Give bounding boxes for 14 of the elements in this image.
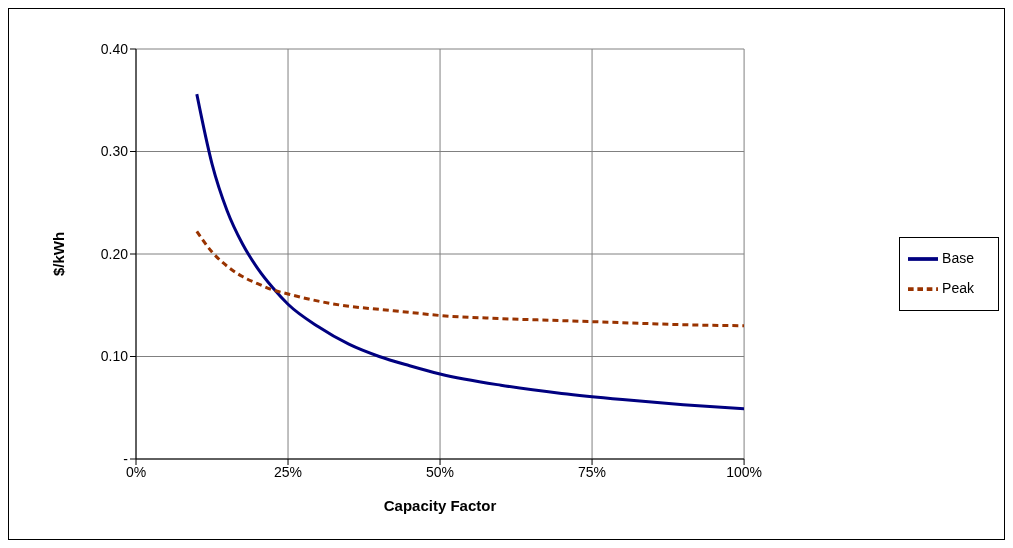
x-axis-title: Capacity Factor — [383, 497, 497, 514]
x-tick-label: 25% — [274, 463, 303, 480]
x-tick-label: 50% — [426, 463, 455, 480]
y-tick-label: 0.30 — [100, 143, 129, 160]
y-tick-label: 0.40 — [100, 40, 129, 57]
line-series — [195, 92, 745, 411]
line-series — [195, 229, 745, 328]
x-tick-label: 100% — [726, 463, 762, 480]
legend-label: Peak — [942, 279, 974, 296]
y-axis-title: $/kWh — [50, 231, 68, 277]
y-tick-label: 0.10 — [100, 348, 129, 365]
x-tick-label: 75% — [578, 463, 607, 480]
y-tick-label: 0.20 — [100, 245, 129, 262]
legend-label: Base — [942, 249, 974, 266]
